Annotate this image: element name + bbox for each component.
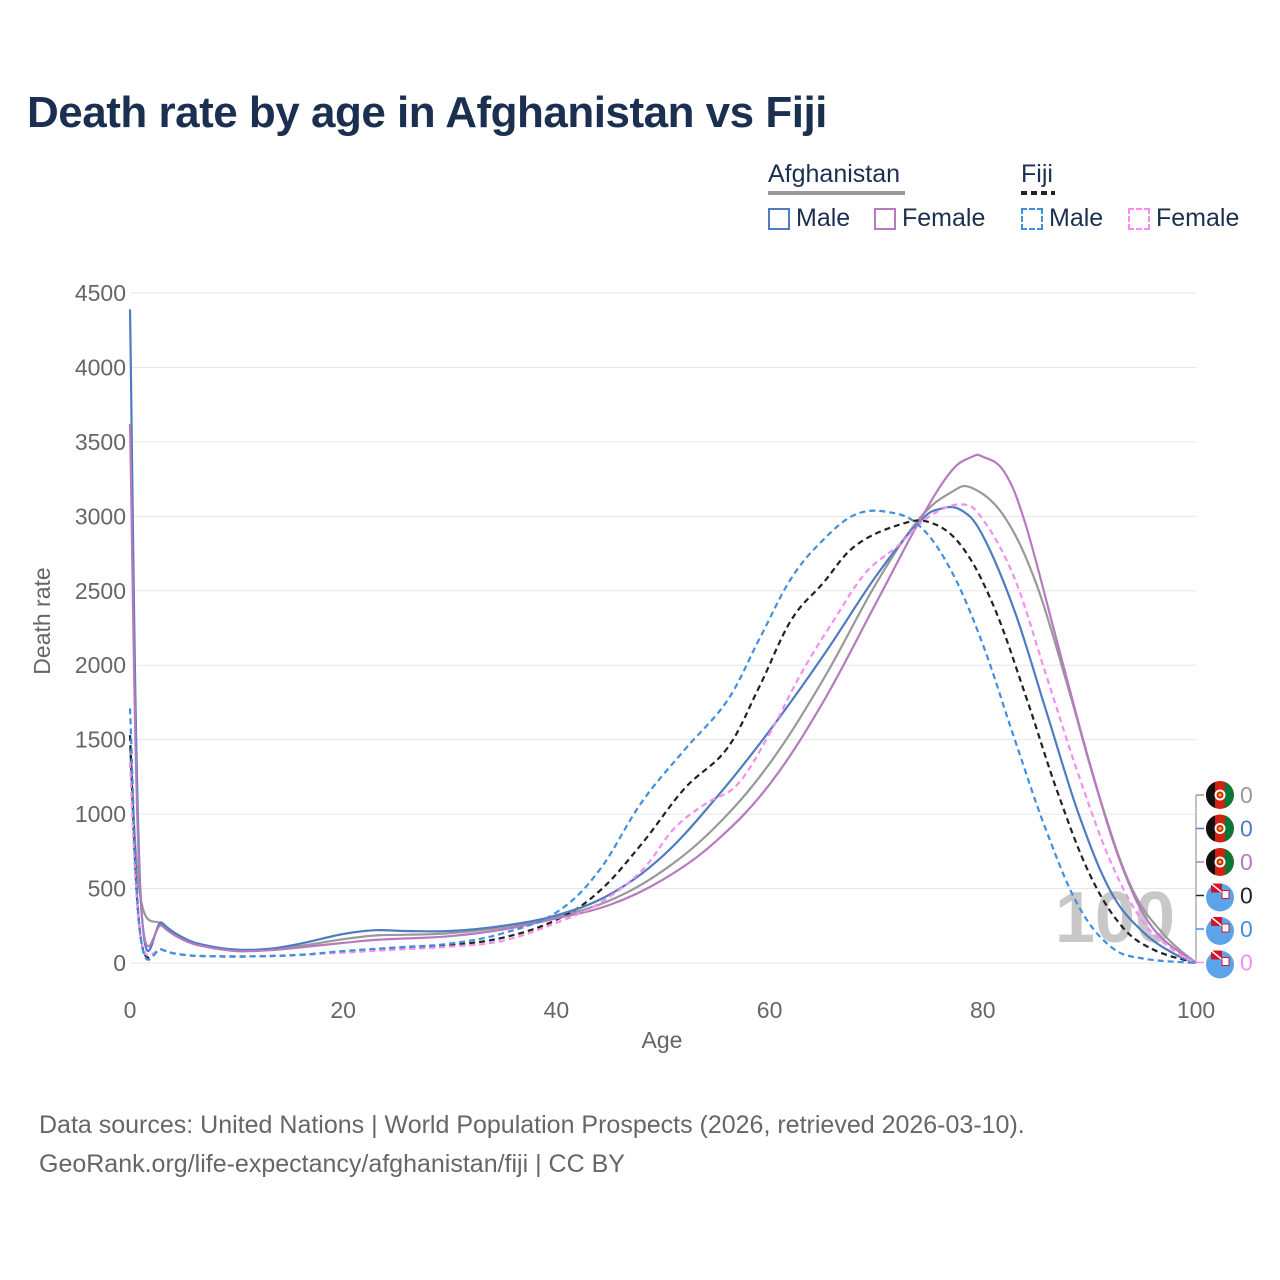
flag-afghanistan-icon — [1206, 848, 1234, 876]
legend-item-label: Male — [1049, 204, 1104, 232]
y-tick-label: 3000 — [75, 503, 126, 529]
end-labels: 0 0 0 0 0 0 — [1195, 781, 1253, 979]
legend-swatch — [768, 208, 790, 230]
legend-item-label: Female — [902, 204, 986, 232]
x-tick-label: 40 — [544, 997, 570, 1023]
legend: Afghanistan Male Female Fiji Male Female — [768, 160, 1258, 240]
series-line-4[interactable] — [128, 509, 1197, 965]
flag-fiji-icon — [1206, 949, 1234, 979]
y-tick-label: 500 — [88, 876, 126, 902]
source-note: Data sources: United Nations | World Pop… — [39, 1106, 1025, 1184]
legend-item-fiji-male[interactable]: Male — [1021, 204, 1103, 233]
legend-group-line — [1021, 191, 1055, 195]
legend-swatch — [1021, 208, 1043, 230]
y-tick-label: 1500 — [75, 727, 126, 753]
legend-item-afghanistan-male[interactable]: Male — [768, 204, 850, 233]
legend-group-label: Fiji — [1021, 160, 1053, 188]
y-tick-label: 4500 — [75, 280, 126, 306]
legend-item-label: Male — [796, 204, 851, 232]
source-line-1: Data sources: United Nations | World Pop… — [39, 1111, 1025, 1139]
chart-area: 100 050010001500200025003000350040004500… — [29, 280, 1253, 1053]
grid — [130, 292, 1196, 964]
legend-item-label: Female — [1156, 204, 1240, 232]
flag-fiji-icon — [1206, 916, 1234, 945]
legend-group-line — [768, 191, 905, 195]
legend-item-fiji-female[interactable]: Female — [1128, 204, 1239, 233]
end-label-value: 0 — [1240, 849, 1253, 875]
series-line-2[interactable] — [128, 423, 1197, 964]
end-label-value: 0 — [1240, 883, 1253, 909]
y-tick-label: 1000 — [75, 801, 126, 827]
flag-afghanistan-icon — [1206, 781, 1234, 809]
flag-afghanistan-icon — [1206, 814, 1234, 843]
y-tick-label: 3500 — [75, 429, 126, 455]
end-label-value: 0 — [1240, 950, 1253, 976]
legend-swatch — [1128, 208, 1150, 230]
x-tick-label: 80 — [970, 997, 996, 1023]
x-axis-title: Age — [642, 1027, 683, 1053]
y-tick-label: 0 — [113, 950, 126, 976]
flag-fiji-icon — [1206, 882, 1234, 912]
x-tick-label: 100 — [1177, 997, 1215, 1023]
x-tick-label: 20 — [330, 997, 356, 1023]
legend-swatch — [874, 208, 896, 230]
end-label-value: 0 — [1240, 816, 1253, 842]
y-tick-label: 2000 — [75, 652, 126, 678]
series-line-5[interactable] — [128, 503, 1197, 964]
series-line-1[interactable] — [128, 309, 1197, 965]
legend-group-label: Afghanistan — [768, 160, 901, 188]
axes: 0 500 1000 1500 2000 2500 3000 3500 4000 4500 0 20 4… — [75, 280, 1215, 1023]
series-group — [128, 309, 1197, 965]
series-line-3[interactable] — [128, 519, 1197, 965]
source-line-2[interactable]: GeoRank.org/life-expectancy/afghanistan/… — [39, 1150, 625, 1178]
chart-title: Death rate by age in Afghanistan vs Fiji — [27, 88, 827, 137]
x-tick-label: 0 — [124, 997, 137, 1023]
x-tick-label: 60 — [757, 997, 783, 1023]
end-label-value: 0 — [1240, 782, 1253, 808]
y-tick-label: 4000 — [75, 354, 126, 380]
y-tick-label: 2500 — [75, 578, 126, 604]
y-axis-title: Death rate — [29, 567, 55, 674]
end-label-value: 0 — [1240, 916, 1253, 942]
legend-item-afghanistan-female[interactable]: Female — [874, 204, 985, 233]
